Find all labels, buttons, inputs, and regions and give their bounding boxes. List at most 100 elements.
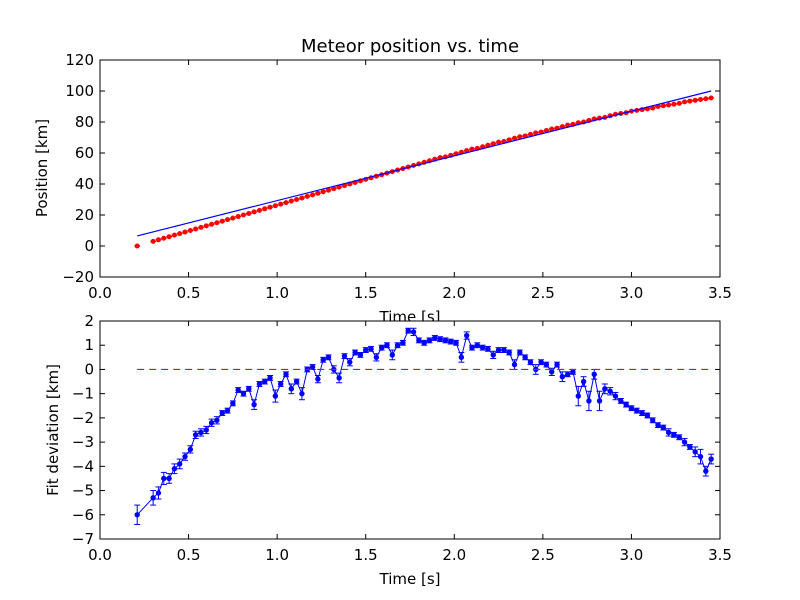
deviation-point — [262, 378, 268, 385]
deviation-point — [208, 420, 215, 426]
deviation-point — [299, 390, 305, 397]
position-point — [150, 238, 156, 244]
deviation-point — [272, 393, 279, 399]
deviation-point — [384, 342, 390, 348]
deviation-point — [155, 490, 162, 496]
position-ytick-label: 80 — [75, 113, 94, 131]
deviation-ytick-label: −6 — [72, 506, 94, 524]
position-point — [692, 97, 698, 103]
position-xtick-label: 3.5 — [708, 284, 732, 302]
deviation-point — [490, 352, 496, 358]
deviation-point — [320, 357, 326, 363]
position-point — [240, 212, 246, 218]
deviation-point — [469, 344, 475, 351]
deviation-plot: 0.0 0.5 1.0 1.5 2.0 2.5 3.0 3.5 −7−6−5−4−3−2−10… — [44, 312, 732, 588]
deviation-point — [373, 354, 380, 361]
deviation-point — [687, 444, 693, 450]
deviation-point — [336, 375, 342, 381]
position-ytick-label: −20 — [62, 268, 94, 286]
position-point — [512, 135, 518, 141]
deviation-point — [596, 398, 603, 404]
deviation-point — [570, 369, 576, 375]
deviation-point — [267, 375, 273, 381]
deviation-point — [171, 466, 178, 472]
deviation-point — [607, 388, 613, 394]
position-point — [331, 186, 337, 192]
position-xtick-label: 0.0 — [88, 284, 112, 302]
position-ytick-label: 20 — [75, 206, 94, 224]
deviation-point — [203, 427, 209, 433]
deviation-point — [192, 432, 199, 438]
deviation-point — [389, 352, 395, 358]
position-point — [272, 203, 278, 209]
position-plot: 0.0 0.5 1.0 1.5 2.0 2.5 3.0 3.5 −20 0 20 40 60 80 100… — [33, 36, 732, 326]
deviation-point — [352, 349, 358, 356]
deviation-point — [288, 386, 295, 392]
position-point — [246, 210, 252, 216]
deviation-plot-yticks: −7 −6 −5 −4 −3 −2 −1 0 1 2 — [72, 312, 720, 548]
position-point — [251, 209, 257, 215]
deviation-point — [655, 422, 661, 428]
deviation-point — [410, 329, 417, 335]
deviation-point — [416, 337, 422, 344]
deviation-point — [453, 340, 459, 346]
position-point — [698, 97, 704, 103]
deviation-point — [283, 371, 289, 377]
deviation-xtick-label: 1.5 — [354, 546, 378, 564]
deviation-plot-xlabel: Time [s] — [379, 570, 441, 588]
position-plot-title: Meteor position vs. time — [301, 36, 519, 57]
deviation-xtick-label: 2.0 — [442, 546, 466, 564]
deviation-point — [681, 439, 688, 445]
deviation-point — [219, 410, 225, 416]
position-point — [219, 218, 225, 224]
position-point — [256, 207, 262, 213]
deviation-point — [586, 398, 592, 404]
deviation-point — [538, 359, 544, 365]
position-point — [283, 200, 289, 206]
deviation-point — [224, 407, 231, 414]
position-point — [209, 221, 215, 227]
deviation-point — [341, 353, 348, 359]
position-xtick-label: 2.0 — [442, 284, 466, 302]
deviation-point — [660, 424, 667, 431]
deviation-point — [177, 461, 183, 467]
deviation-point — [665, 429, 672, 436]
position-fit-line — [137, 90, 712, 237]
deviation-point — [612, 393, 619, 399]
position-point — [278, 201, 284, 207]
deviation-point — [602, 386, 608, 392]
position-point — [299, 195, 305, 201]
deviation-point — [421, 340, 427, 346]
position-point — [676, 100, 682, 106]
position-point — [703, 96, 709, 102]
deviation-point — [549, 369, 555, 375]
deviation-point — [325, 354, 332, 361]
deviation-point — [692, 449, 698, 455]
deviation-point — [315, 376, 321, 382]
deviation-xtick-label: 3.0 — [619, 546, 643, 564]
position-point — [214, 220, 220, 226]
deviation-point — [559, 374, 566, 380]
position-ytick-label: 0 — [84, 237, 94, 255]
deviation-point — [671, 432, 677, 438]
position-point — [320, 189, 326, 195]
position-plot-marks — [134, 90, 715, 249]
position-point — [193, 226, 199, 232]
deviation-point — [347, 359, 353, 365]
deviation-point — [134, 512, 140, 518]
deviation-point — [495, 347, 502, 353]
deviation-plot-frame — [99, 320, 721, 540]
deviation-point — [522, 354, 528, 361]
deviation-point — [293, 378, 300, 385]
deviation-point — [575, 393, 581, 399]
position-point — [517, 134, 523, 140]
deviation-point — [357, 352, 364, 358]
deviation-ytick-label: 0 — [84, 360, 94, 378]
deviation-ytick-label: 1 — [84, 336, 94, 354]
deviation-point — [400, 340, 406, 346]
position-point — [203, 223, 209, 229]
deviation-point — [198, 429, 204, 436]
deviation-point — [649, 417, 656, 424]
deviation-point — [703, 468, 709, 474]
deviation-ytick-label: 2 — [84, 312, 94, 330]
